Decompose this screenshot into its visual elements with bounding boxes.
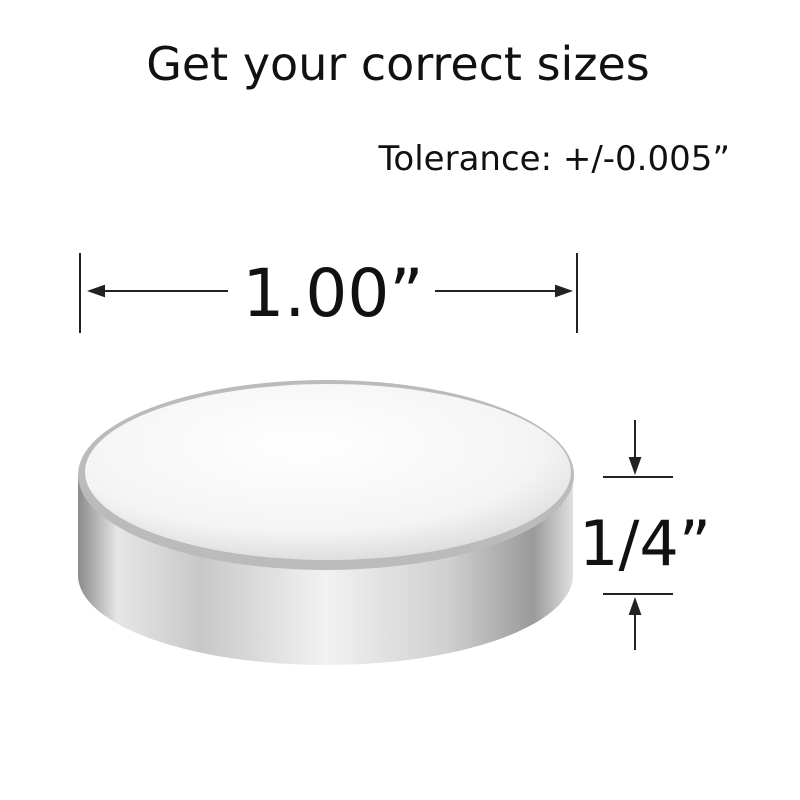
thickness-label: 1/4” [579, 507, 711, 580]
magnet-disc [78, 380, 574, 665]
diameter-label: 1.00” [242, 255, 423, 332]
title: Get your correct sizes [146, 37, 650, 91]
thickness-dimension [603, 420, 673, 650]
diameter-dimension [79, 253, 578, 333]
tolerance: Tolerance: +/-0.005” [377, 139, 730, 179]
